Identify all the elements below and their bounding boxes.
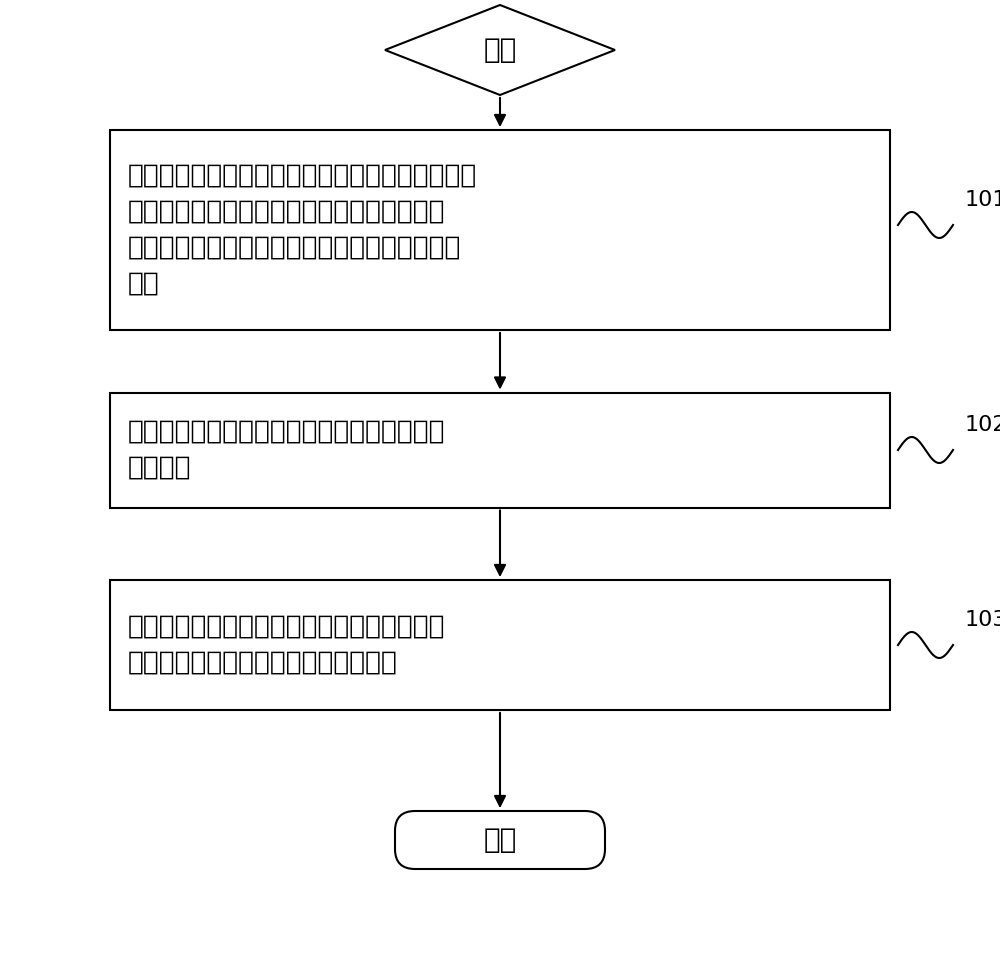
Text: 获取待标定对象的第一图像样本和第二图像样本，
第一图像样本信息基于双目相机的第一相机获
取，第二图像样本信息基于双目相机的第二相机
获取: 获取待标定对象的第一图像样本和第二图像样本， 第一图像样本信息基于双目相机的第一… (128, 163, 477, 297)
FancyBboxPatch shape (395, 811, 605, 869)
FancyBboxPatch shape (110, 393, 890, 508)
Text: 基于第一图像样本和第二图像样本生成特征初
始样本集: 基于第一图像样本和第二图像样本生成特征初 始样本集 (128, 419, 446, 481)
Polygon shape (385, 5, 615, 95)
FancyBboxPatch shape (110, 580, 890, 710)
FancyBboxPatch shape (110, 130, 890, 330)
Text: 将特征初始样本集输入预设的神经网络模型进
行计算，以得到待标定对象的标定模型: 将特征初始样本集输入预设的神经网络模型进 行计算，以得到待标定对象的标定模型 (128, 614, 446, 676)
Text: 开始: 开始 (483, 36, 517, 64)
Text: 102: 102 (965, 415, 1000, 435)
Text: 结束: 结束 (483, 826, 517, 854)
Text: 103: 103 (965, 610, 1000, 630)
Text: 101: 101 (965, 190, 1000, 210)
